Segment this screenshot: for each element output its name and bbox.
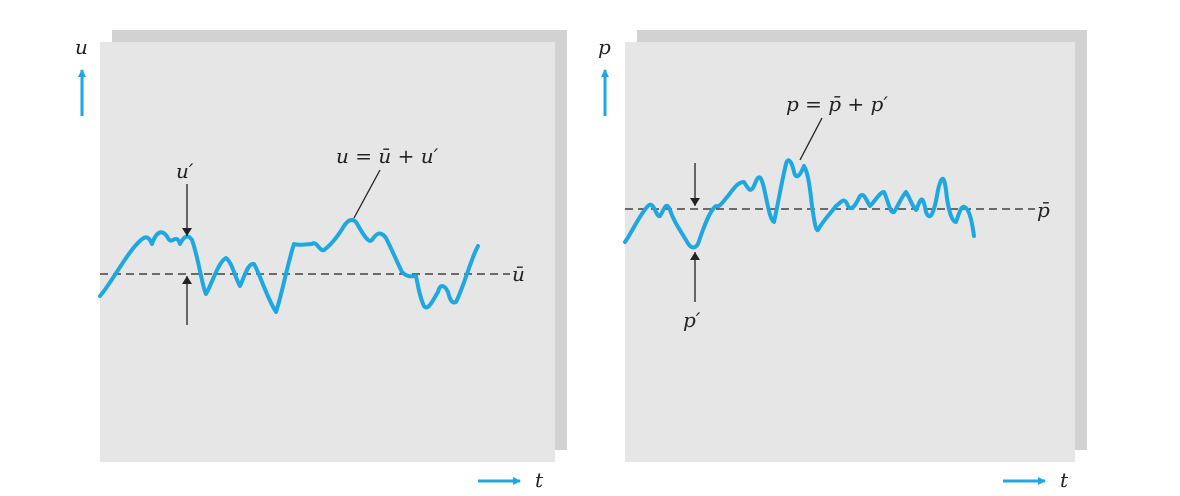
left-equation-leader (353, 169, 381, 219)
left-mean-label: ū (512, 262, 525, 286)
right-equation-label: p = p̄ + p′ (786, 92, 888, 116)
left-y-axis-label: u (75, 35, 88, 59)
right-y-axis-label: p (598, 35, 611, 59)
right-mean-label: p̄ (1037, 198, 1050, 222)
right-panel-background (625, 42, 1075, 462)
left-equation-label: u = ū + u′ (336, 144, 439, 168)
left-panel-background (100, 42, 555, 462)
left-fluctuation-label: u′ (176, 159, 194, 183)
left-signal-curve (98, 217, 480, 314)
right-t-axis-label: t (1060, 468, 1069, 492)
right-fluctuation-label: p′ (683, 308, 701, 332)
left-panel: u t ū u′ u = ū + u′ (75, 30, 567, 492)
right-panel: p t p̄ p′ p = p̄ + p′ (598, 30, 1087, 492)
right-signal-curve (623, 158, 976, 250)
left-t-axis-label: t (535, 468, 544, 492)
right-equation-leader (799, 117, 823, 161)
